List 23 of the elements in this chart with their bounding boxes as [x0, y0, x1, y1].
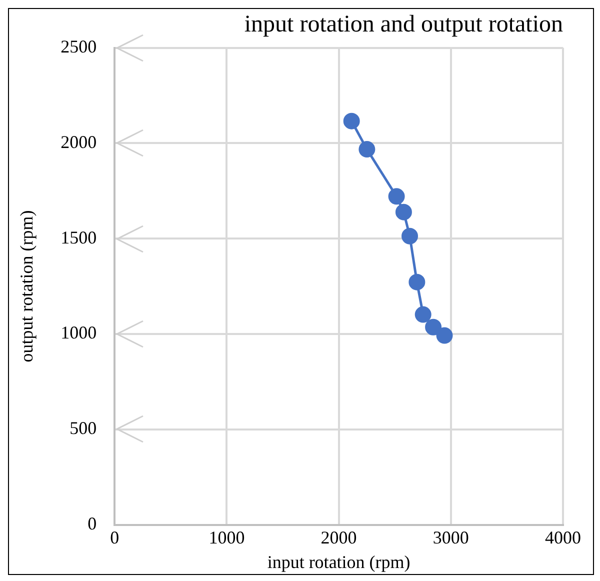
x-tick-label: 1000: [208, 527, 245, 548]
y-tick-label: 500: [70, 418, 97, 438]
point: [414, 306, 432, 323]
point: [388, 188, 405, 205]
point: [408, 274, 426, 290]
y-axis-title: output rotation (rpm): [16, 210, 37, 362]
point: [358, 141, 376, 158]
y-tick-label: 2500: [60, 36, 97, 57]
x-tick-label: 4000: [545, 527, 581, 548]
x-tick-label: 2000: [320, 527, 357, 548]
x-tick-label: 0: [110, 527, 120, 548]
y-tick-label: 1500: [60, 227, 97, 248]
chart-title: input rotation and output rotation: [244, 12, 563, 38]
x-tick-label: 3000: [432, 527, 469, 548]
point: [395, 204, 412, 220]
point: [402, 228, 418, 244]
point: [436, 327, 453, 344]
y-tick-label: 2000: [60, 132, 97, 152]
y-tick-label: 0: [88, 514, 97, 534]
point: [425, 318, 442, 336]
point: [343, 112, 360, 130]
y-tick-label: 1000: [60, 322, 97, 343]
x-axis-title: input rotation (rpm): [267, 552, 410, 572]
